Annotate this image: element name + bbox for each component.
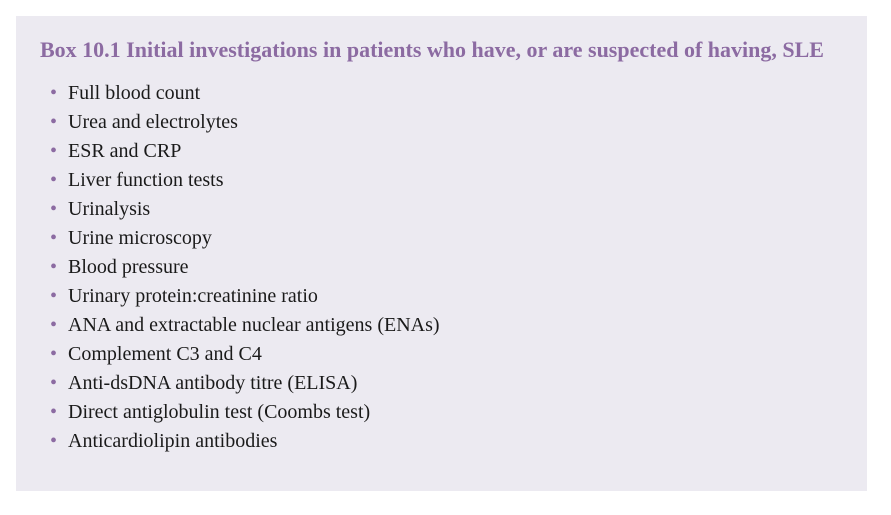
list-item: Urinary protein:creatinine ratio [68, 282, 843, 311]
list-item-text: ANA and extractable nuclear antigens (EN… [68, 314, 440, 336]
list-item-text: Urea and electrolytes [68, 111, 238, 133]
list-item-text: Direct antiglobulin test (Coombs test) [68, 401, 370, 423]
list-item-text: Liver function tests [68, 169, 224, 191]
list-item-text: Blood pressure [68, 256, 189, 278]
list-item-text: Full blood count [68, 82, 200, 104]
list-item-text: Complement C3 and C4 [68, 343, 262, 365]
list-item: Urinalysis [68, 195, 843, 224]
list-item: Direct antiglobulin test (Coombs test) [68, 398, 843, 427]
info-box: Box 10.1 Initial investigations in patie… [16, 16, 867, 491]
list-item-text: Urine microscopy [68, 227, 212, 249]
investigation-list: Full blood count Urea and electrolytes E… [40, 79, 843, 456]
box-title: Box 10.1 Initial investigations in patie… [40, 36, 843, 65]
list-item-text: Anti-dsDNA antibody titre (ELISA) [68, 372, 357, 394]
list-item: Full blood count [68, 79, 843, 108]
list-item: Urea and electrolytes [68, 108, 843, 137]
list-item-text: ESR and CRP [68, 140, 181, 162]
list-item: Anticardiolipin antibodies [68, 427, 843, 456]
list-item-text: Anticardiolipin antibodies [68, 430, 277, 452]
list-item: ANA and extractable nuclear antigens (EN… [68, 311, 843, 340]
list-item-text: Urinary protein:creatinine ratio [68, 285, 318, 307]
list-item: Blood pressure [68, 253, 843, 282]
list-item: Liver function tests [68, 166, 843, 195]
list-item: ESR and CRP [68, 137, 843, 166]
list-item: Complement C3 and C4 [68, 340, 843, 369]
list-item-text: Urinalysis [68, 198, 150, 220]
list-item: Urine microscopy [68, 224, 843, 253]
list-item: Anti-dsDNA antibody titre (ELISA) [68, 369, 843, 398]
